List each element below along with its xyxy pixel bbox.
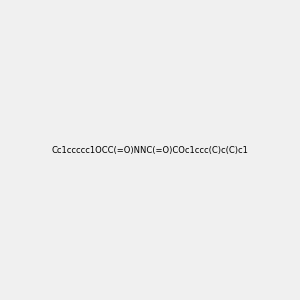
- Text: Cc1ccccc1OCC(=O)NNC(=O)COc1ccc(C)c(C)c1: Cc1ccccc1OCC(=O)NNC(=O)COc1ccc(C)c(C)c1: [52, 146, 248, 154]
